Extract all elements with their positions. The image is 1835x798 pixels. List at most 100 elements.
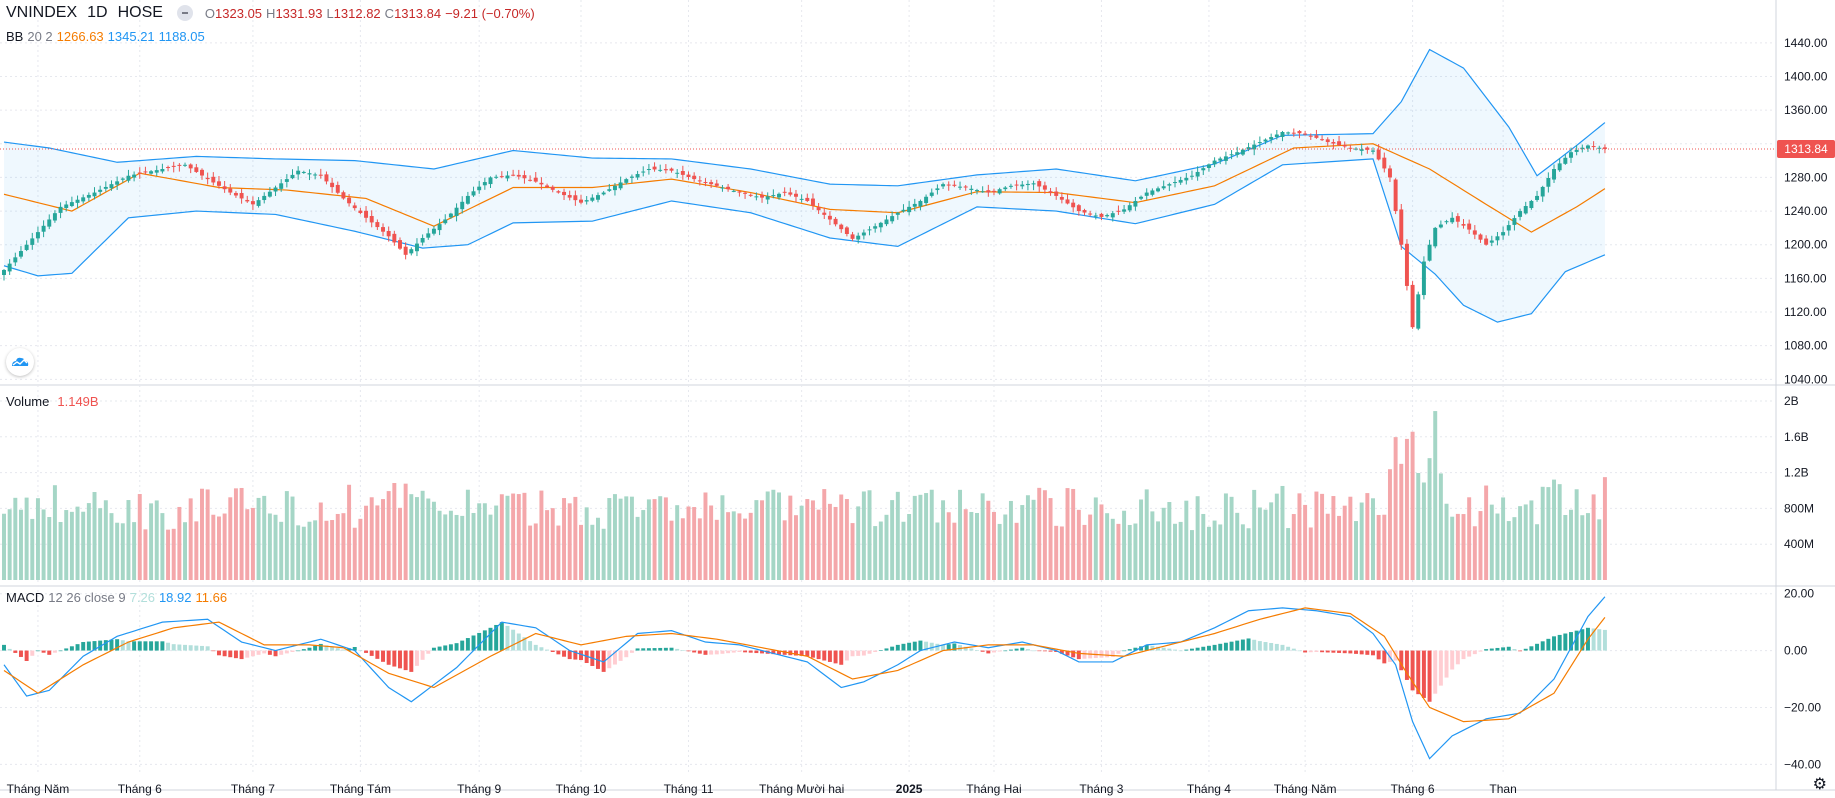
candle — [714, 179, 719, 188]
macd-histogram-bar — [794, 650, 798, 656]
macd-histogram-bar — [1139, 646, 1144, 651]
macd-histogram-bar — [1189, 648, 1194, 651]
macd-axis[interactable]: −40.00 −20.00 0.00 20.00 — [1784, 587, 1821, 772]
volume-bar — [975, 513, 979, 580]
candle — [1139, 195, 1144, 201]
candle — [1416, 291, 1421, 331]
volume-bar — [273, 514, 278, 580]
volume-bar — [426, 498, 431, 580]
volume-legend[interactable]: Volume 1.149B — [6, 394, 99, 409]
macd-histogram-bar — [250, 650, 255, 657]
volume-bar — [1320, 493, 1325, 580]
volume-bar — [262, 495, 267, 580]
candle — [612, 182, 617, 196]
volume-bar — [709, 505, 714, 580]
volume-bar — [890, 500, 895, 580]
volume-bar — [511, 493, 516, 580]
gear-icon[interactable]: ⚙ — [1812, 776, 1827, 793]
macd-histogram-bar — [471, 635, 476, 651]
candle — [1518, 208, 1523, 221]
candle — [347, 194, 352, 207]
macd-histogram-bar — [573, 650, 578, 660]
macd-histogram-bar — [782, 650, 787, 655]
price-tick-label: 1080.00 — [1784, 339, 1828, 353]
candle — [533, 172, 538, 183]
macd-histogram-bar — [1274, 643, 1279, 651]
time-axis[interactable]: Tháng Năm Tháng 6 Tháng 7 Tháng Tám Tháng 9 T… — [7, 782, 1517, 796]
candle — [256, 197, 261, 208]
candle — [567, 190, 572, 201]
candle — [279, 179, 284, 192]
symbol-legend[interactable]: VNINDEX 1D HOSE O1323.05 H1331.93 L1312.… — [6, 4, 535, 22]
macd-histogram-bar — [907, 642, 912, 651]
volume-axis[interactable]: 400M 800M 1.2B 1.6B 2B — [1784, 394, 1814, 551]
hide-legend-icon[interactable] — [176, 5, 193, 21]
candle — [669, 167, 674, 173]
macd-histogram-bar — [545, 649, 550, 651]
time-tick-label: Tháng 3 — [1079, 782, 1123, 796]
price-axis[interactable]: 1040.00 1080.00 1120.00 1160.00 1200.00 1240.… — [1784, 36, 1828, 386]
macd-histogram-bar — [386, 650, 391, 665]
volume-bar — [720, 495, 725, 580]
volume-bar — [1133, 523, 1138, 580]
last-price-badge — [1777, 139, 1835, 158]
bb-legend[interactable]: BB 20 2 1266.63 1345.21 1188.05 — [6, 29, 205, 44]
volume-bar — [1139, 499, 1144, 580]
macd-histogram-bar — [533, 644, 538, 651]
volume-bar — [301, 526, 306, 580]
macd-histogram-bar — [324, 645, 329, 651]
volume-bar — [109, 513, 114, 580]
candle — [618, 176, 623, 191]
macd-histogram-bar — [1082, 650, 1087, 659]
candle — [1206, 163, 1211, 172]
price-tick-label: 1160.00 — [1784, 271, 1827, 285]
volume-bar — [822, 489, 827, 580]
symbol-name[interactable]: VNINDEX — [6, 4, 78, 21]
time-tick-label: Tháng Hai — [966, 782, 1021, 796]
volume-bar — [200, 488, 204, 580]
candle — [1303, 130, 1308, 136]
volume-bar — [296, 525, 301, 580]
volume-bar — [1156, 521, 1161, 580]
macd-histogram-bar — [511, 629, 516, 651]
macd-histogram-bar — [748, 650, 753, 653]
candle — [1472, 225, 1477, 240]
macd-histogram-bar — [562, 650, 567, 657]
candle — [596, 192, 600, 203]
volume-bar — [1048, 498, 1053, 580]
candle — [1455, 213, 1460, 228]
volume-bar — [1382, 514, 1387, 580]
candle — [760, 191, 765, 203]
volume-bar — [567, 503, 572, 580]
volume-bar — [1591, 494, 1596, 580]
candle — [663, 164, 668, 174]
macd-histogram-bar — [567, 650, 572, 660]
time-tick-label: Tháng 9 — [457, 782, 501, 796]
volume-bar — [1580, 515, 1585, 580]
volume-bar — [35, 498, 40, 580]
candle — [30, 232, 35, 250]
tradingview-cloud-icon[interactable] — [6, 348, 34, 376]
candle — [109, 180, 114, 191]
candle — [1467, 219, 1472, 235]
volume-bar — [250, 507, 255, 580]
volume-bar — [431, 501, 436, 580]
macd-tick-label: 20.00 — [1784, 587, 1814, 601]
macd-histogram-bar — [86, 641, 91, 651]
interval-label[interactable]: 1D — [87, 4, 108, 21]
candle — [154, 165, 159, 176]
candle — [697, 176, 702, 186]
volume-bar — [1512, 517, 1517, 580]
candle — [200, 168, 204, 180]
candle — [895, 211, 900, 220]
candle — [1286, 131, 1291, 136]
macd-legend[interactable]: MACD 12 26 close 9 7.26 18.92 11.66 — [6, 590, 227, 605]
candle — [805, 193, 810, 203]
macd-histogram-bar — [941, 644, 946, 651]
volume-bar — [997, 523, 1002, 580]
volume-bar — [1076, 509, 1081, 580]
candle — [1348, 144, 1353, 152]
candle — [431, 225, 436, 236]
volume-bar — [1025, 495, 1030, 580]
